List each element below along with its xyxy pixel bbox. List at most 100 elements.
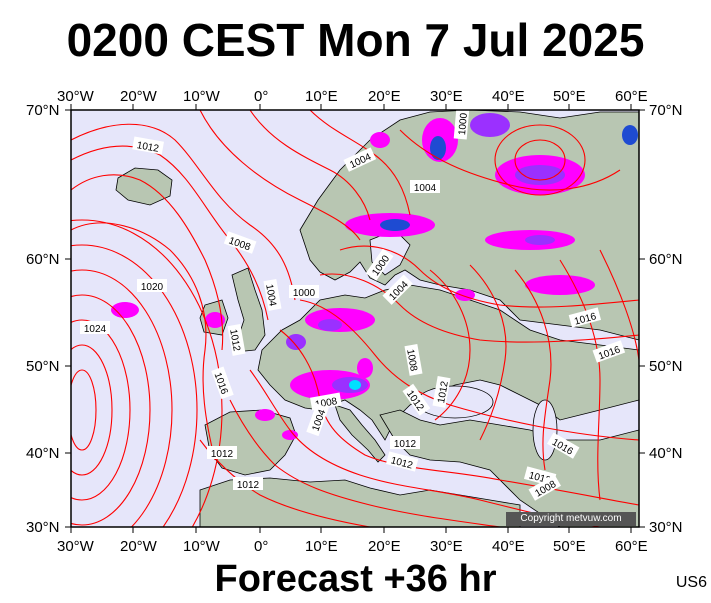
isobar	[399, 129, 621, 191]
isobar	[559, 259, 601, 501]
lon-tick-top: 40°E	[492, 88, 525, 105]
precip-area	[282, 430, 298, 440]
isobar	[319, 273, 639, 343]
precip-area	[370, 132, 390, 148]
isobar-label: 1004	[263, 279, 282, 311]
precip-area	[357, 358, 373, 378]
lon-tick-top: 10°E	[305, 88, 338, 105]
isobar-label: 1000	[289, 285, 319, 299]
precip-area	[205, 312, 225, 328]
land-great-britain	[231, 267, 266, 353]
isobar	[71, 174, 224, 351]
lat-tick-right: 50°N	[649, 358, 683, 375]
lat-tick-right: 70°N	[649, 102, 683, 119]
isobar-label-text: 1012	[237, 480, 260, 491]
isobar	[71, 269, 173, 527]
lon-tick-bottom: 40°E	[492, 538, 525, 555]
map-frame	[70, 109, 640, 528]
lat-tick-right: 60°N	[649, 251, 683, 268]
isobar	[339, 245, 639, 308]
isobar-label-text: 1000	[293, 288, 316, 299]
isobar-label-text: 1004	[263, 283, 278, 307]
precip-area	[525, 275, 595, 295]
lon-tick-bottom: 0°	[254, 538, 269, 555]
lon-tick-top: 50°E	[553, 88, 586, 105]
precip-area	[380, 219, 410, 231]
precip-area	[111, 302, 139, 318]
isobar	[299, 299, 639, 441]
isobar	[249, 369, 601, 527]
lon-tick-top: 10°W	[183, 88, 220, 105]
isobar-label-text: 1000	[457, 112, 470, 136]
isobar-labels: 1012 1004 1004 1000 1008 1000 1004 1020 …	[80, 110, 626, 501]
graticule-ticks	[65, 104, 645, 533]
isobar	[494, 124, 586, 196]
lon-tick-bottom: 10°E	[305, 538, 338, 555]
isobar-label: 1012	[432, 376, 451, 408]
isobars	[71, 110, 639, 527]
isobar-label: 1012	[132, 136, 164, 155]
isobar	[71, 319, 131, 501]
precip-area	[525, 235, 555, 245]
isobar	[71, 294, 151, 526]
precip-area	[622, 125, 638, 145]
lon-tick-top: 30°W	[57, 88, 94, 105]
isobar	[199, 110, 361, 241]
isobar-label: 1012	[227, 324, 246, 356]
isobar-label-text: 1012	[211, 449, 234, 460]
isobar-label-text: 1020	[141, 282, 164, 293]
lon-tick-top: 20°E	[368, 88, 401, 105]
isobar-label: 1012	[207, 446, 237, 460]
isobar-label: 1004	[410, 180, 440, 194]
isobar	[599, 249, 639, 361]
land-balkans-turkey	[379, 409, 639, 527]
isobar	[71, 219, 223, 527]
precip-area	[255, 409, 275, 421]
lon-tick-bottom: 30°E	[430, 538, 463, 555]
lon-tick-bottom: 60°E	[615, 538, 648, 555]
model-code: US6	[675, 574, 707, 591]
isobar-label-text: 1012	[394, 439, 417, 450]
isobar	[71, 123, 296, 301]
isobar	[279, 329, 639, 506]
isobar-label: 1020	[137, 279, 167, 293]
isobar	[429, 269, 471, 421]
isobar-label-text: 1012	[436, 380, 451, 404]
lat-tick-left: 30°N	[26, 519, 60, 536]
isobar-label: 1012	[233, 477, 263, 491]
map-title: 0200 CEST Mon 7 Jul 2025	[66, 14, 645, 66]
isobar-label-text: 1024	[84, 324, 107, 335]
precipitation	[111, 113, 638, 440]
isobar-label-text: 1008	[404, 348, 419, 372]
lon-tick-bottom: 20°W	[120, 538, 157, 555]
lat-tick-left: 40°N	[26, 445, 60, 462]
lat-tick-right: 30°N	[649, 519, 683, 536]
caspian-sea	[532, 399, 558, 461]
isobar-label: 1012	[390, 436, 420, 450]
lon-tick-top: 60°E	[615, 88, 648, 105]
lon-tick-bottom: 50°E	[553, 538, 586, 555]
isobar	[514, 139, 566, 181]
isobar	[229, 399, 501, 527]
isobar-label: 1000	[453, 110, 470, 140]
black-sea	[416, 385, 494, 419]
precip-area	[286, 334, 306, 350]
isobar-label-text: 1012	[227, 328, 242, 352]
isobar	[71, 244, 198, 527]
land-italy	[334, 404, 386, 463]
precip-area	[470, 113, 510, 137]
lon-tick-top: 30°E	[430, 88, 463, 105]
precip-area	[515, 165, 565, 185]
copyright-badge: Copyright metvuw.com	[506, 512, 636, 526]
precip-area	[318, 319, 342, 331]
isobar-label: 1008	[404, 344, 423, 376]
precip-area	[349, 380, 361, 390]
isobar	[249, 110, 371, 221]
lon-tick-bottom: 10°W	[183, 538, 220, 555]
lat-tick-left: 50°N	[26, 358, 60, 375]
isobar-label-text: 1004	[414, 183, 437, 194]
isobar	[71, 145, 269, 321]
isobar	[71, 222, 216, 461]
isobar	[469, 264, 507, 441]
